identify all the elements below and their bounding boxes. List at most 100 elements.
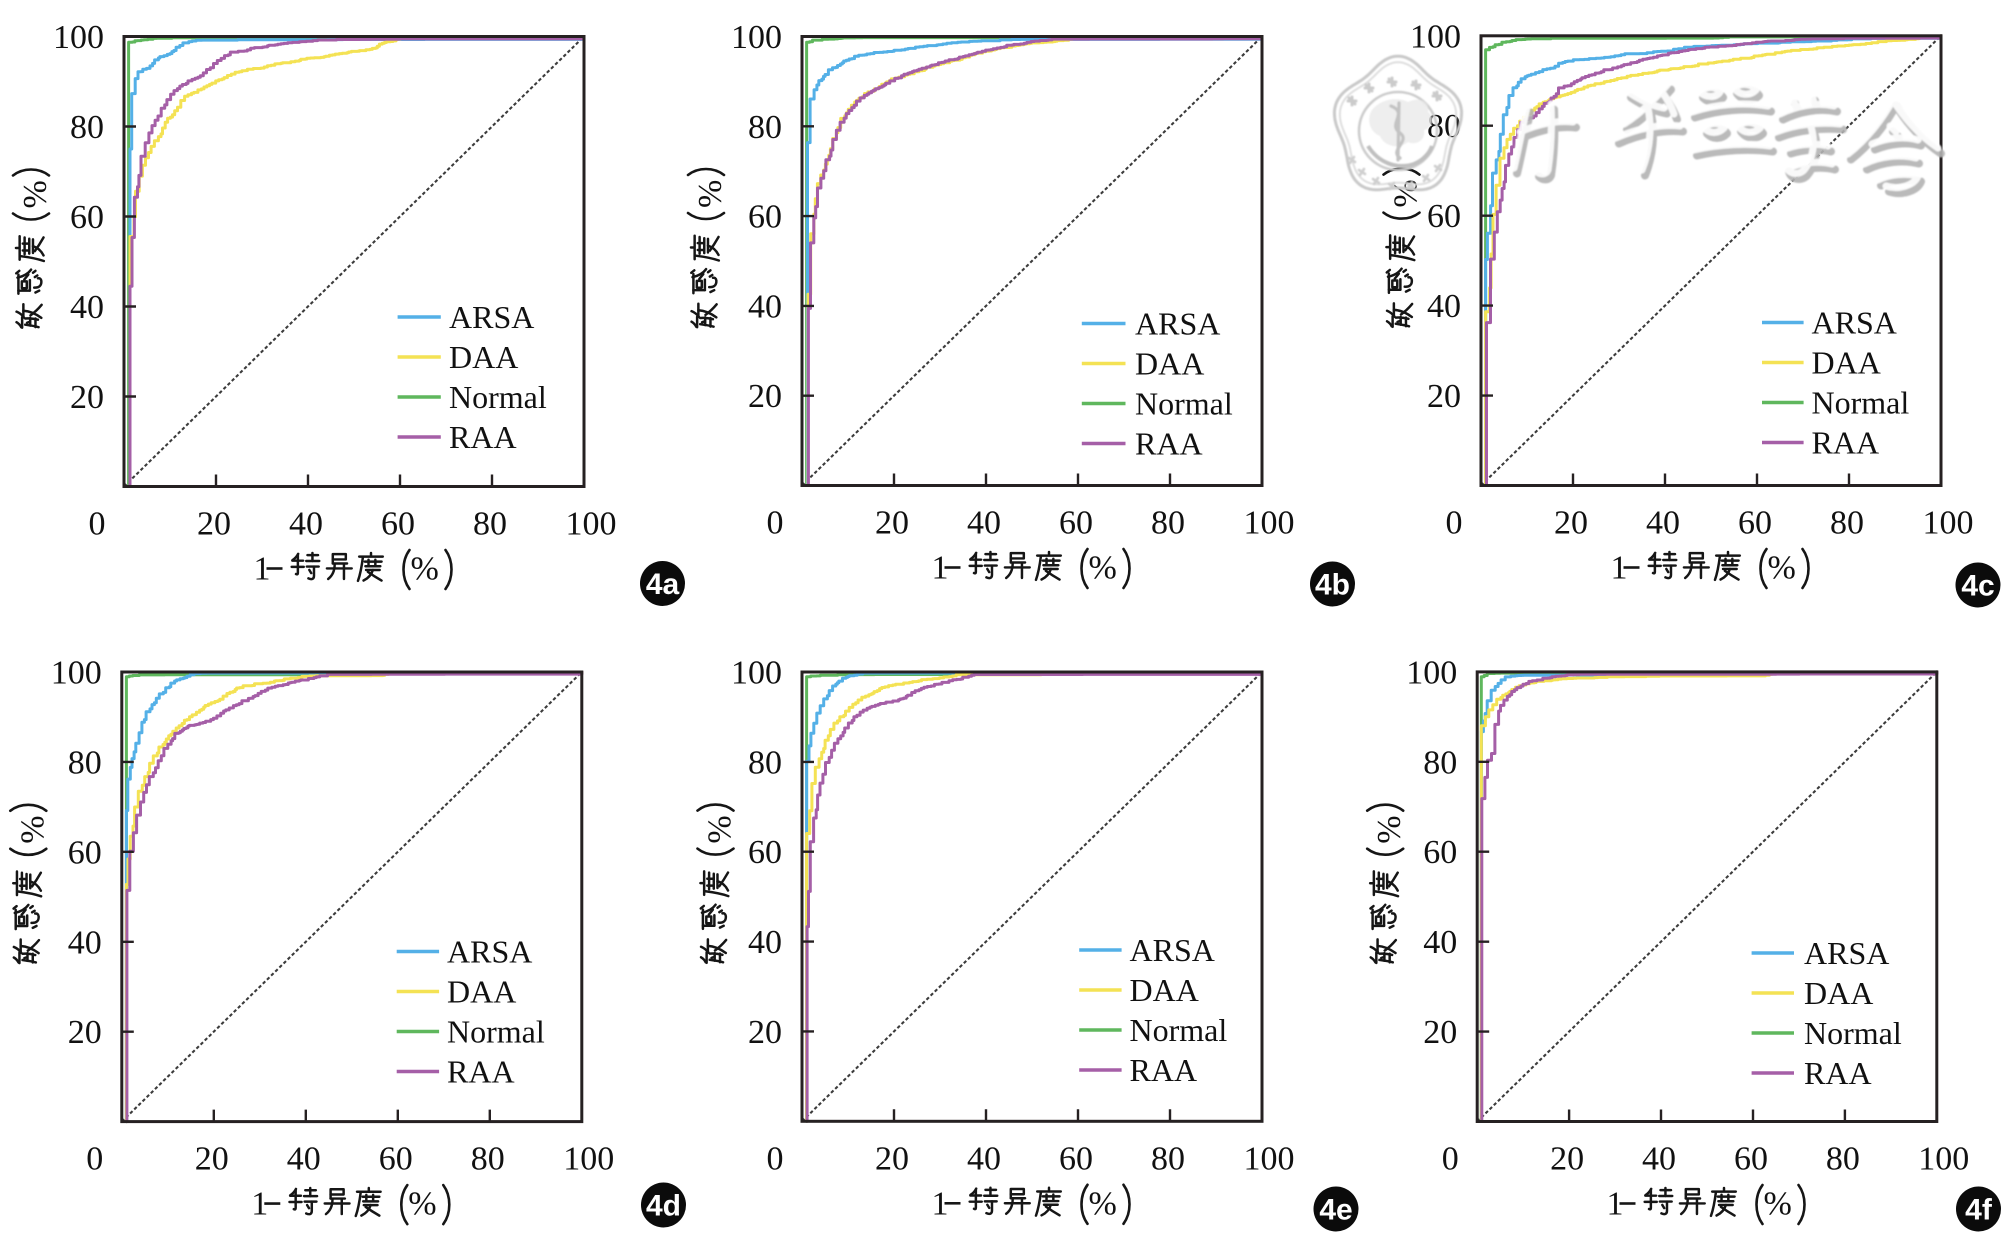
svg-text:%: % <box>17 180 54 208</box>
svg-text:80: 80 <box>1830 505 1864 542</box>
svg-text:ARSA: ARSA <box>1812 305 1897 341</box>
svg-text:20: 20 <box>1427 378 1461 415</box>
svg-text:%: % <box>14 815 51 843</box>
svg-text:RAA: RAA <box>447 1054 515 1090</box>
svg-text:ARSA: ARSA <box>1135 306 1220 342</box>
svg-text:ARSA: ARSA <box>447 934 532 970</box>
svg-text:60: 60 <box>70 199 104 236</box>
svg-text:20: 20 <box>1554 505 1588 542</box>
svg-text:80: 80 <box>68 744 102 781</box>
svg-text:100: 100 <box>51 655 102 692</box>
svg-text:0: 0 <box>767 505 784 542</box>
svg-text:1: 1 <box>932 1185 949 1222</box>
svg-text:RAA: RAA <box>1812 425 1880 461</box>
svg-text:20: 20 <box>1423 1014 1457 1051</box>
svg-text:60: 60 <box>1427 198 1461 235</box>
svg-text:4e: 4e <box>1319 1194 1352 1227</box>
svg-text:60: 60 <box>1734 1141 1768 1178</box>
svg-text:%: % <box>692 180 729 208</box>
svg-text:1: 1 <box>1607 1186 1624 1223</box>
svg-text:RAA: RAA <box>1130 1052 1198 1088</box>
svg-text:%: % <box>1089 550 1117 587</box>
svg-text:Normal: Normal <box>1812 385 1910 421</box>
svg-text:40: 40 <box>967 1140 1001 1177</box>
svg-text:20: 20 <box>748 1014 782 1051</box>
svg-text:1: 1 <box>251 1186 268 1223</box>
svg-text:60: 60 <box>748 834 782 871</box>
svg-text:0: 0 <box>89 506 106 543</box>
svg-text:20: 20 <box>195 1141 229 1178</box>
svg-text:60: 60 <box>1059 505 1093 542</box>
svg-text:1: 1 <box>932 550 949 587</box>
svg-text:ARSA: ARSA <box>1130 932 1215 968</box>
svg-text:40: 40 <box>1427 288 1461 325</box>
svg-text:4d: 4d <box>646 1190 681 1223</box>
svg-text:0: 0 <box>86 1141 103 1178</box>
svg-text:RAA: RAA <box>449 419 517 455</box>
svg-text:1: 1 <box>254 551 271 588</box>
svg-text:80: 80 <box>1423 744 1457 781</box>
svg-text:100: 100 <box>1923 505 1974 542</box>
svg-text:Normal: Normal <box>1130 1012 1228 1048</box>
svg-text:%: % <box>1768 550 1796 587</box>
svg-text:40: 40 <box>287 1141 321 1178</box>
svg-text:ARSA: ARSA <box>1804 935 1889 971</box>
svg-text:100: 100 <box>566 506 617 543</box>
svg-text:0: 0 <box>1442 1141 1459 1178</box>
svg-text:DAA: DAA <box>1812 345 1881 381</box>
svg-text:60: 60 <box>379 1141 413 1178</box>
svg-text:100: 100 <box>1244 1140 1295 1177</box>
svg-text:100: 100 <box>563 1141 614 1178</box>
svg-text:20: 20 <box>875 505 909 542</box>
svg-text:80: 80 <box>1151 1140 1185 1177</box>
svg-text:60: 60 <box>381 506 415 543</box>
svg-text:0: 0 <box>1446 505 1463 542</box>
svg-text:40: 40 <box>967 505 1001 542</box>
svg-text:100: 100 <box>1410 18 1461 55</box>
svg-text:20: 20 <box>68 1014 102 1051</box>
svg-text:%: % <box>408 1186 436 1223</box>
svg-text:60: 60 <box>1059 1140 1093 1177</box>
svg-text:60: 60 <box>1423 834 1457 871</box>
svg-text:100: 100 <box>731 19 782 56</box>
svg-text:DAA: DAA <box>447 974 516 1010</box>
svg-text:40: 40 <box>1646 505 1680 542</box>
svg-text:80: 80 <box>70 109 104 146</box>
svg-text:80: 80 <box>473 506 507 543</box>
svg-text:40: 40 <box>1423 924 1457 961</box>
svg-text:%: % <box>1089 1185 1117 1222</box>
svg-text:%: % <box>1764 1186 1792 1223</box>
svg-text:100: 100 <box>1244 505 1295 542</box>
svg-text:100: 100 <box>1918 1141 1969 1178</box>
svg-text:80: 80 <box>471 1141 505 1178</box>
svg-text:100: 100 <box>1406 654 1457 691</box>
svg-text:RAA: RAA <box>1135 426 1203 462</box>
svg-text:%: % <box>1371 815 1408 843</box>
svg-text:4a: 4a <box>646 568 680 601</box>
svg-text:40: 40 <box>68 924 102 961</box>
svg-text:40: 40 <box>1642 1141 1676 1178</box>
svg-text:DAA: DAA <box>1135 346 1204 382</box>
svg-text:Normal: Normal <box>1135 386 1233 422</box>
svg-text:1: 1 <box>1611 550 1628 587</box>
svg-text:ARSA: ARSA <box>449 299 534 335</box>
svg-text:60: 60 <box>748 199 782 236</box>
svg-text:%: % <box>702 815 739 843</box>
svg-text:80: 80 <box>1151 505 1185 542</box>
svg-text:40: 40 <box>289 506 323 543</box>
svg-text:40: 40 <box>748 288 782 325</box>
svg-text:80: 80 <box>1826 1141 1860 1178</box>
svg-text:DAA: DAA <box>1130 972 1199 1008</box>
svg-text:80: 80 <box>748 744 782 781</box>
svg-text:20: 20 <box>748 378 782 415</box>
svg-text:60: 60 <box>68 834 102 871</box>
svg-text:0: 0 <box>767 1140 784 1177</box>
svg-text:DAA: DAA <box>1804 975 1873 1011</box>
svg-text:4b: 4b <box>1315 569 1350 602</box>
svg-text:20: 20 <box>1550 1141 1584 1178</box>
svg-text:80: 80 <box>748 109 782 146</box>
svg-text:100: 100 <box>53 19 104 56</box>
svg-text:20: 20 <box>70 379 104 416</box>
svg-text:20: 20 <box>875 1140 909 1177</box>
svg-text:Normal: Normal <box>1804 1015 1902 1051</box>
